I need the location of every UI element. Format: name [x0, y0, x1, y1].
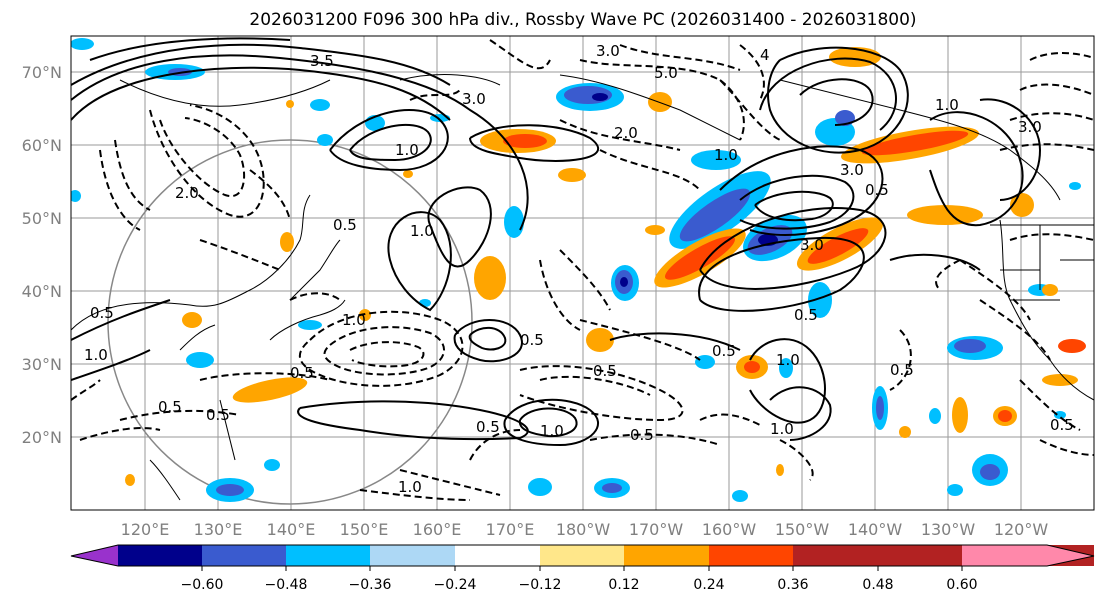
lon-label: 120°W [994, 520, 1049, 539]
colorbar-extend-low [71, 545, 118, 566]
contour-label: 0.5 [1050, 416, 1074, 434]
contour-label: 1.0 [935, 96, 959, 114]
colorbar-outline [70, 544, 1095, 567]
colorbar-segment [793, 545, 878, 566]
contour-label: 1.0 [342, 311, 366, 329]
lon-label: 130°E [194, 520, 243, 539]
contour-label: 0.5 [890, 361, 914, 379]
contour-label: 5.0 [654, 64, 678, 82]
lon-label: 130°W [921, 520, 976, 539]
colorbar-segment [624, 545, 709, 566]
colorbar-tick-label: −0.12 [519, 577, 562, 593]
colorbar-segment [455, 545, 540, 566]
lon-label: 160°W [702, 520, 757, 539]
lon-label: 180°W [556, 520, 611, 539]
colorbar-segment [709, 545, 793, 566]
solid-contours [71, 37, 1042, 447]
contour-label: 1.0 [410, 222, 434, 240]
contour-label: 1.0 [714, 146, 738, 164]
contour-label: 0.5 [630, 426, 654, 444]
contour-label: 3.0 [1018, 118, 1042, 136]
colorbar-tick-label: 0.48 [862, 577, 893, 593]
lon-label: 170°E [486, 520, 535, 539]
lat-label: 50°N [22, 209, 62, 228]
colorbar-tick-label: −0.48 [265, 577, 308, 593]
lat-label: 60°N [22, 136, 62, 155]
colorbar-segment [202, 545, 286, 566]
contour-label: 0.5 [290, 364, 314, 382]
lon-label: 150°E [340, 520, 389, 539]
lat-label: 40°N [22, 282, 62, 301]
lon-label: 120°E [121, 520, 170, 539]
coastlines [71, 74, 1094, 501]
colorbar-segment [540, 545, 624, 566]
lat-axis: 70°N 60°N 50°N 40°N 30°N 20°N [22, 63, 62, 447]
map-title: 2026031200 F096 300 hPa div., Rossby Wav… [249, 10, 916, 30]
map-frame [70, 35, 1095, 511]
contour-label: 0.5 [90, 304, 114, 322]
lat-label: 20°N [22, 428, 62, 447]
contour-label: 3.0 [800, 236, 824, 254]
contour-label: 4 [760, 46, 770, 64]
contour-label: 1.0 [395, 141, 419, 159]
colorbar-extend-high [1047, 545, 1094, 566]
lat-label: 70°N [22, 63, 62, 82]
lat-label: 30°N [22, 355, 62, 374]
contour-label: 3.5 [310, 52, 334, 70]
contour-label: 0.5 [712, 342, 736, 360]
contour-label: 0.5 [865, 181, 889, 199]
contour-label: 1.0 [398, 478, 422, 496]
contour-label: 3.0 [462, 90, 486, 108]
contour-label: 1.0 [84, 346, 108, 364]
colorbar-ticks [201, 566, 963, 571]
lon-axis: 120°E 130°E 140°E 150°E 160°E 170°E 180°… [121, 520, 1049, 539]
colorbar-tick-label: −0.24 [434, 577, 477, 593]
colorbar-tick-label: −0.60 [181, 577, 224, 593]
contour-label: 3.0 [596, 42, 620, 60]
contour-labels: 3.0 3.0 5.0 2.0 1.0 3.5 4 1.0 3.0 0.5 1.… [84, 42, 1074, 496]
contour-label: 0.5 [593, 362, 617, 380]
contour-label: 0.5 [333, 216, 357, 234]
colorbar-tick-label: 0.24 [693, 577, 724, 593]
colorbar-segment [370, 545, 455, 566]
contour-label: 1.0 [776, 351, 800, 369]
contour-label: 0.5 [206, 406, 230, 424]
lon-label: 140°E [267, 520, 316, 539]
contour-label: 2.0 [614, 124, 638, 142]
dashed-contours [71, 39, 1094, 501]
colorbar-tick-label: 0.12 [608, 577, 639, 593]
contour-label: 1.0 [540, 422, 564, 440]
colorbar-tick-label: 0.36 [777, 577, 808, 593]
contour-label: 0.5 [794, 306, 818, 324]
contour-label: 2.0 [175, 184, 199, 202]
colorbar-segment [962, 545, 1047, 566]
lon-label: 170°W [629, 520, 684, 539]
colorbar-segment [286, 545, 370, 566]
contour-label: 0.5 [158, 398, 182, 416]
lon-label: 140°W [848, 520, 903, 539]
map-panel: 3.0 3.0 5.0 2.0 1.0 3.5 4 1.0 3.0 0.5 1.… [70, 35, 1095, 511]
colorbar-segment [118, 545, 202, 566]
contour-label: 1.0 [770, 420, 794, 438]
colorbar: −0.60 −0.48 −0.36 −0.24 −0.12 0.12 0.24 … [70, 544, 1095, 593]
colorbar-tick-label: −0.36 [349, 577, 392, 593]
lon-label: 150°W [775, 520, 830, 539]
divergence-fills [71, 38, 1086, 502]
contour-label: 3.0 [840, 161, 864, 179]
colorbar-tick-label: 0.60 [946, 577, 977, 593]
lon-label: 160°E [413, 520, 462, 539]
contour-label: 0.5 [520, 331, 544, 349]
contour-label: 0.5 [476, 418, 500, 436]
